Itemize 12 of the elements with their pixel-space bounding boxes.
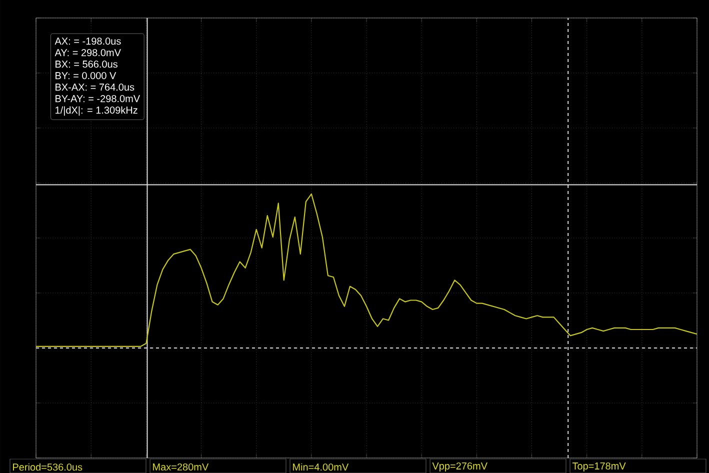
text: Period=536.0us — [13, 463, 82, 471]
text: BX-AX: = 764.0us — [56, 84, 134, 91]
text: BY: = 0.000 V — [56, 72, 116, 80]
text: Top=178mV — [572, 462, 626, 472]
text: Max=280mV — [153, 463, 209, 471]
text: Min=4.00mV — [293, 463, 349, 471]
text: AY: = 298.0mV — [54, 49, 121, 56]
text: 1/|dX|: = 1.309kHz — [56, 106, 138, 116]
text: Vpp=276mV — [432, 462, 488, 472]
text: BX: = 566.0us — [56, 60, 118, 68]
text: BY-AY: = -298.0mV — [56, 95, 140, 102]
text: AX: = -198.0us — [54, 38, 121, 45]
